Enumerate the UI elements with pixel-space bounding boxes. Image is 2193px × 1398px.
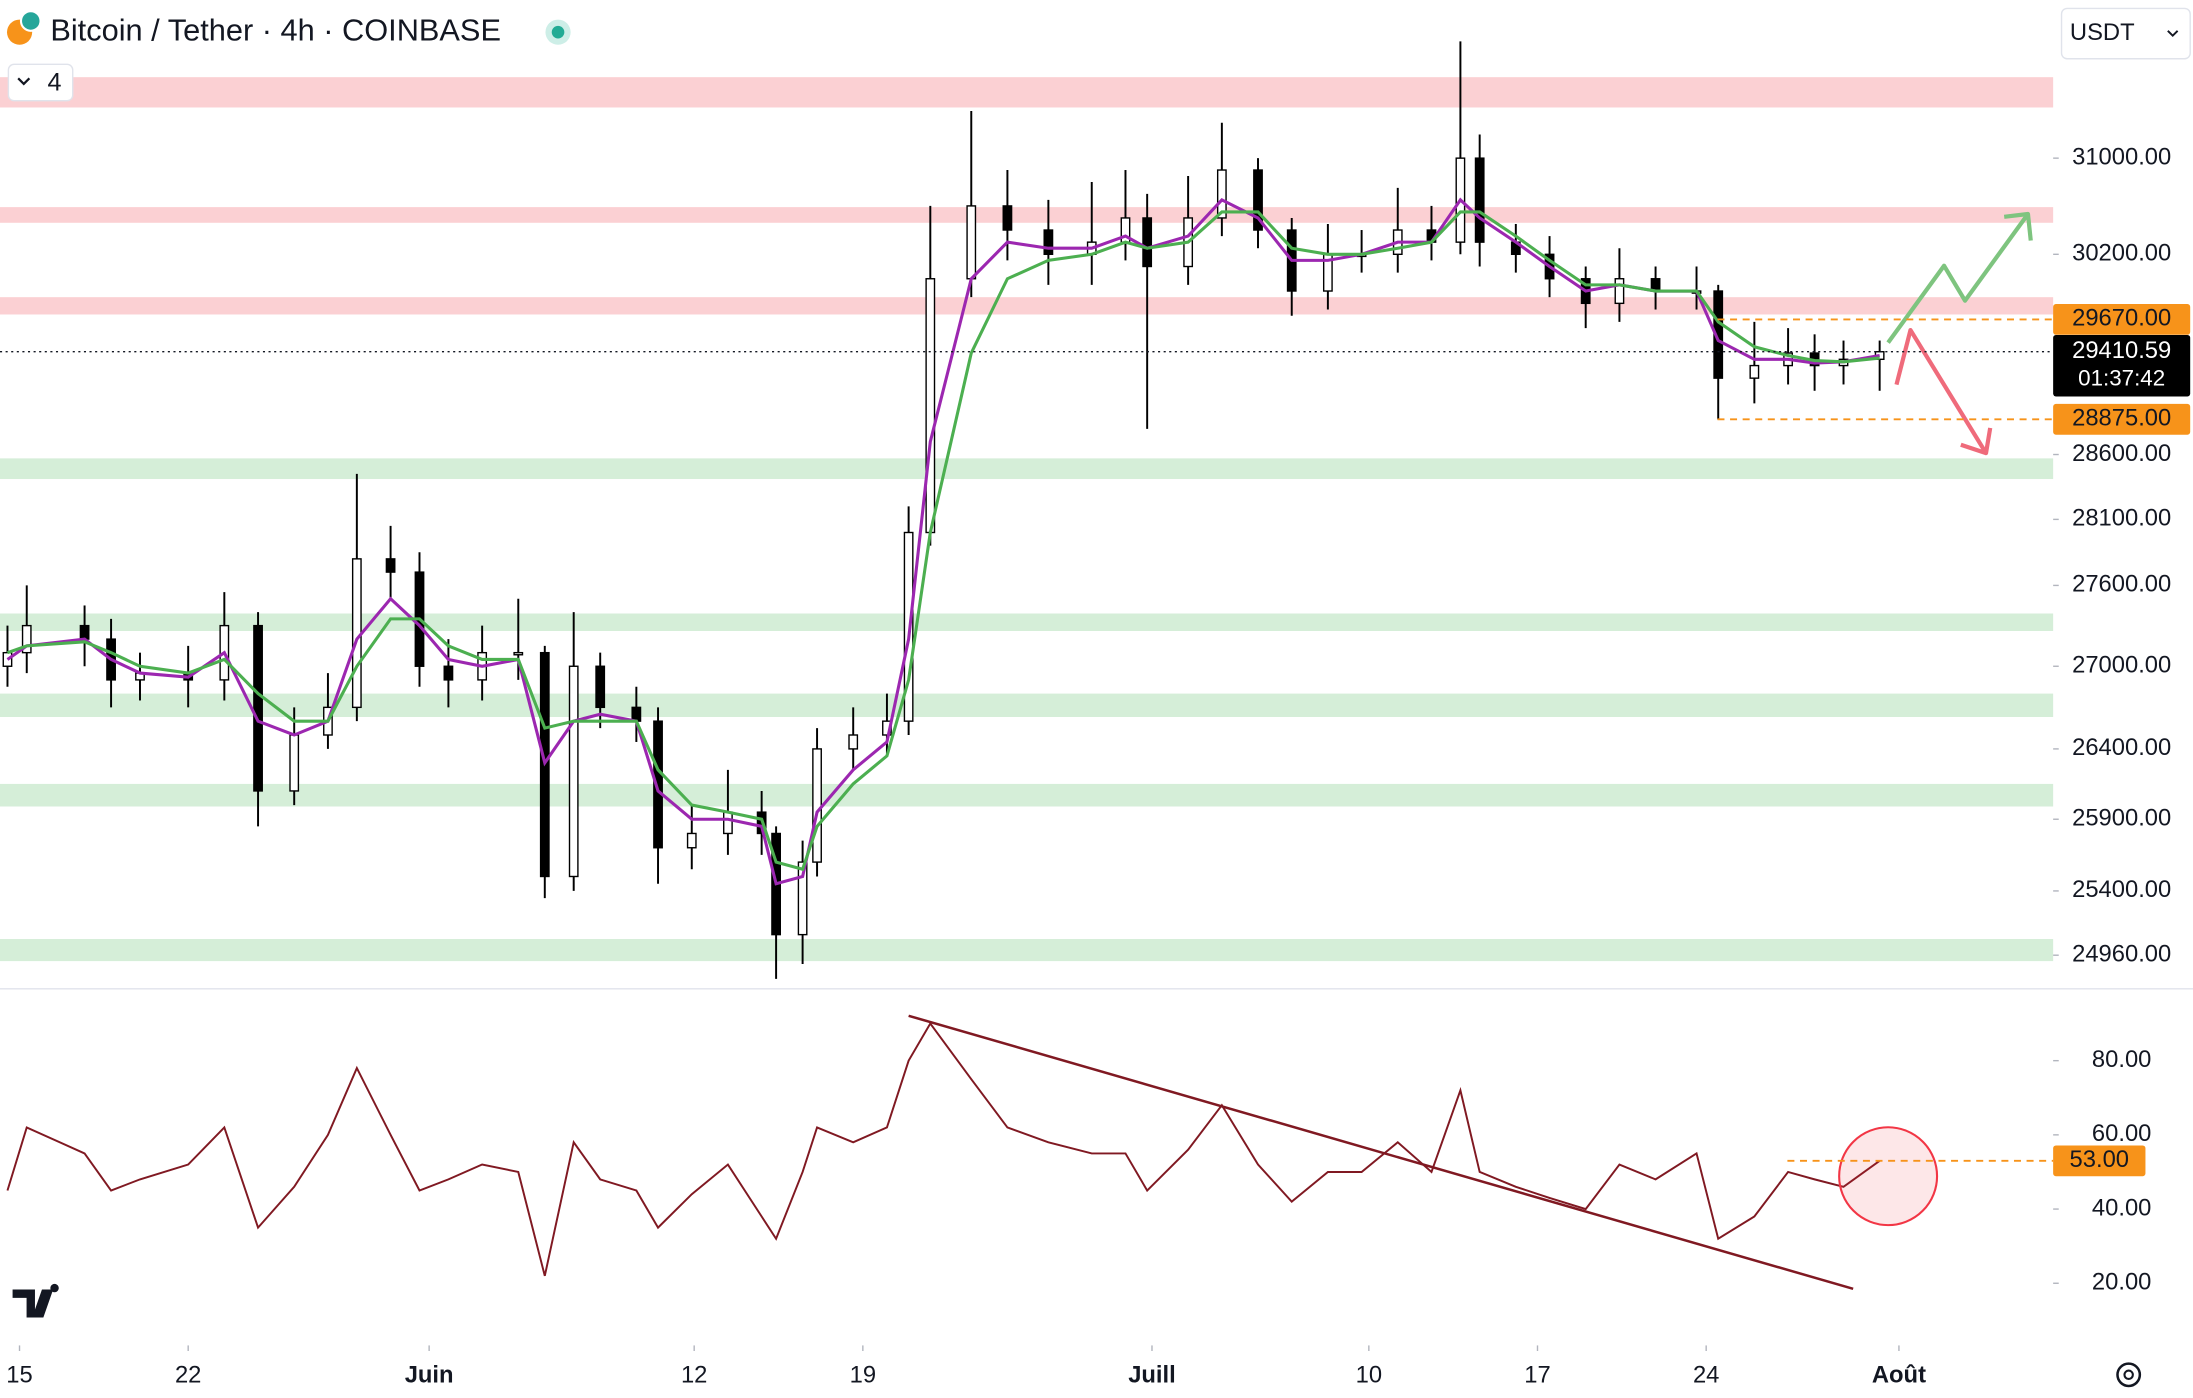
candle-body — [253, 624, 263, 792]
candle-body — [848, 734, 859, 750]
x-tick-label: 10 — [1356, 1361, 1382, 1388]
sr-zone — [0, 613, 2054, 632]
x-tick-label: 24 — [1693, 1361, 1719, 1388]
x-tick-label: 17 — [1524, 1361, 1550, 1388]
candle-body — [351, 558, 362, 709]
settings-icon-core — [2123, 1369, 2134, 1381]
x-tick-label: Août — [1872, 1361, 1926, 1388]
candle-body — [79, 624, 90, 640]
quote-icon — [19, 10, 42, 32]
countdown: 01:37:42 — [2078, 366, 2165, 391]
zones — [0, 77, 2054, 962]
candle-body — [925, 278, 936, 534]
y-tick-label: 27600.00 — [2072, 571, 2171, 598]
level-label-box — [2053, 1145, 2146, 1177]
rsi-line — [6, 1021, 1881, 1277]
indicators-toggle[interactable] — [7, 63, 74, 102]
candle-body — [653, 720, 663, 849]
candle-body — [1614, 278, 1625, 305]
level-label: 53.00 — [2070, 1146, 2129, 1173]
x-tick-label: Juill — [1128, 1361, 1176, 1388]
candle-body — [1253, 169, 1263, 231]
chevron — [2167, 30, 2179, 38]
y-tick-label: 30200.00 — [2072, 240, 2171, 267]
candle-body — [812, 748, 822, 863]
y-tick-label: 25900.00 — [2072, 805, 2171, 832]
candle-body — [443, 665, 454, 681]
candle-body — [1002, 205, 1013, 231]
sr-zone — [0, 297, 2054, 315]
y-tick-label: 60.00 — [2092, 1120, 2151, 1147]
price-label-box — [2053, 403, 2191, 435]
sr-zone — [0, 783, 2054, 807]
x-tick-label: 22 — [175, 1361, 201, 1388]
y-tick-label: 28100.00 — [2072, 505, 2171, 532]
symbol-title[interactable]: Bitcoin / Tether · 4h · COINBASE — [50, 12, 501, 47]
candle-body — [513, 651, 524, 656]
candle-body — [2, 651, 13, 667]
moving-average — [6, 197, 1880, 886]
sr-zone — [0, 939, 2054, 962]
price-label-box — [2053, 304, 2191, 335]
settings-icon[interactable] — [2116, 1362, 2142, 1388]
sr-zone — [0, 77, 2054, 108]
tv-logo[interactable] — [12, 1283, 59, 1318]
y-tick-label: 24960.00 — [2072, 940, 2171, 967]
bearish-arrow — [1894, 327, 1988, 455]
currency-select[interactable] — [2060, 7, 2191, 60]
chevron — [17, 77, 31, 86]
y-tick-label: 26400.00 — [2072, 734, 2171, 761]
price-label: 29670.00 — [2072, 305, 2171, 332]
sr-zone — [0, 458, 2054, 480]
moving-average — [6, 210, 1880, 872]
x-tick-label: 19 — [850, 1361, 876, 1388]
y-tick-label: 80.00 — [2092, 1046, 2151, 1073]
price-label: 28875.00 — [2072, 405, 2171, 432]
candle-body — [686, 832, 697, 849]
candle-body — [797, 861, 808, 936]
last-price-box — [2053, 334, 2191, 397]
currency-label: USDT — [2070, 19, 2135, 46]
sr-zone — [0, 693, 2054, 718]
indicators-count: 4 — [48, 69, 62, 97]
status-dot — [551, 25, 565, 39]
y-tick-label: 27000.00 — [2072, 652, 2171, 679]
y-tick-label: 28600.00 — [2072, 440, 2171, 467]
candle-body — [723, 811, 733, 835]
highlight-circle — [1838, 1126, 1939, 1227]
sr-zone — [0, 207, 2054, 223]
rsi-trendline — [908, 1014, 1854, 1291]
y-tick-label: 20.00 — [2092, 1269, 2151, 1296]
bullish-arrow — [1886, 212, 2030, 344]
bearish-arrowhead — [1960, 427, 1993, 456]
candle-body — [1142, 217, 1153, 268]
candle-body — [1749, 364, 1760, 379]
candle-body — [1474, 157, 1485, 243]
y-tick-label: 25400.00 — [2072, 876, 2171, 903]
y-tick-label: 31000.00 — [2072, 143, 2171, 170]
candle-body — [21, 624, 32, 654]
candle-body — [1216, 169, 1227, 219]
x-tick-label: Juin — [405, 1361, 454, 1388]
last-price-label: 29410.59 — [2072, 337, 2171, 364]
plot — [2, 41, 1885, 1291]
x-tick-label: 12 — [681, 1361, 707, 1388]
candle-body — [289, 734, 300, 792]
y-tick-label: 40.00 — [2092, 1194, 2151, 1221]
candle-body — [1043, 229, 1054, 256]
candle-body — [966, 205, 977, 280]
bullish-arrowhead — [2003, 211, 2033, 241]
candle-body — [385, 558, 396, 573]
x-tick-label: 15 — [6, 1361, 32, 1388]
candle-body — [568, 665, 579, 878]
candle-body — [595, 665, 606, 709]
